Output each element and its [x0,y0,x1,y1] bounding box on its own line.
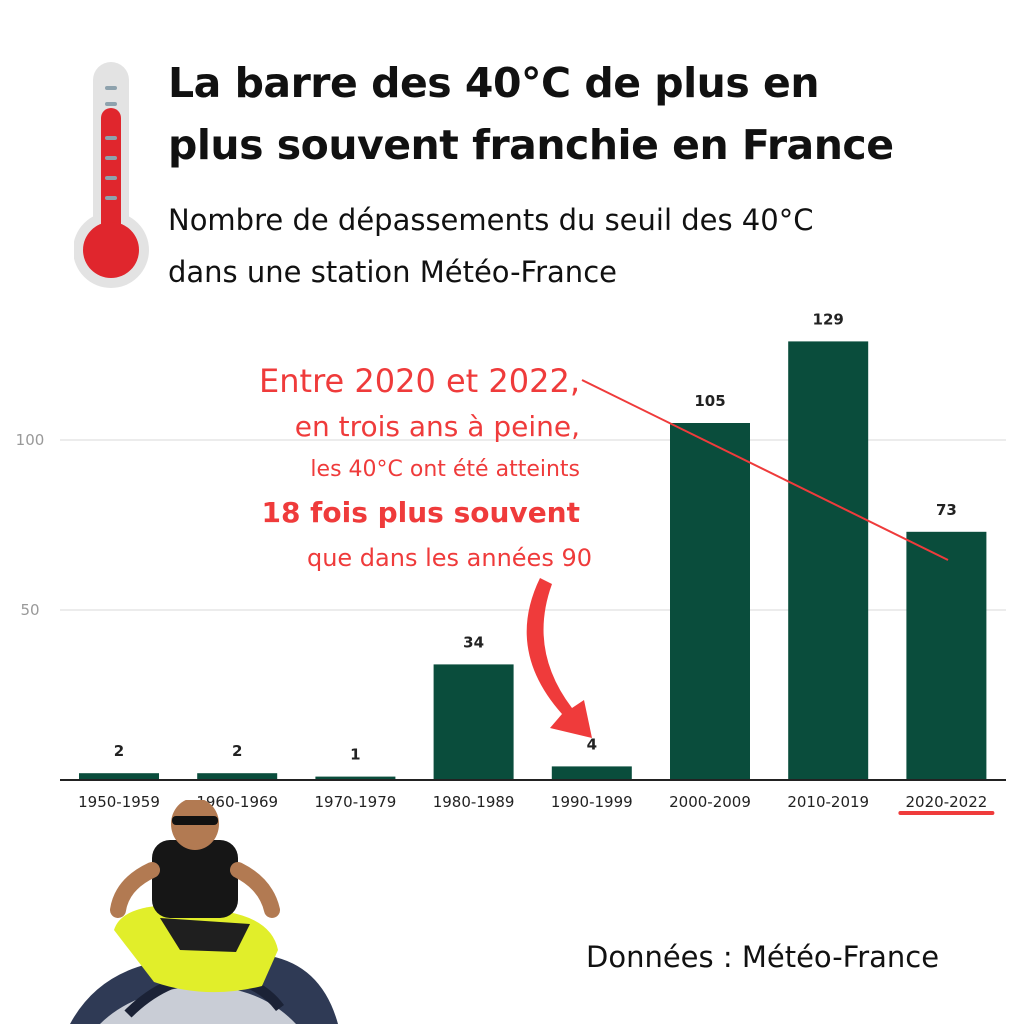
x-tick-label: 1950-1959 [78,793,160,811]
data-label: 34 [463,633,484,651]
y-tick-label: 50 [20,601,39,619]
data-label: 129 [813,310,844,328]
data-label: 73 [936,501,957,519]
data-source: Données : Météo-France [586,940,940,974]
data-label: 1 [350,746,360,764]
annotation-arrow-icon [526,578,592,738]
bar [906,531,987,780]
annotation-connector-line [581,379,949,561]
bar [79,773,159,780]
x-tick-label: 1980-1989 [433,793,515,811]
title-line-1: La barre des 40°C de plus en [168,59,820,107]
chart-title: La barre des 40°C de plus en plus souven… [168,52,998,176]
x-tick-label: 2000-2009 [669,793,751,811]
thermometer-icon [74,62,149,288]
x-tick-label: 1960-1969 [196,793,278,811]
data-label: 2 [232,742,242,760]
data-label: 4 [587,735,597,753]
bar [197,773,278,780]
bar [551,766,632,780]
chart-subtitle: Nombre de dépassements du seuil des 40°C… [168,194,998,298]
x-tick-label: 2010-2019 [787,793,869,811]
bar [433,664,514,780]
x-tick-label: 1970-1979 [315,793,397,811]
bar [788,341,869,780]
annotation-line-3: les 40°C ont été atteints [310,457,580,482]
subtitle-line-2: dans une station Météo-France [168,255,617,289]
bar [670,423,750,780]
annotation-line-1: Entre 2020 et 2022, [259,362,580,400]
annotation-line-4: 18 fois plus souvent [261,496,580,529]
title-line-2: plus souvent franchie en France [168,121,894,169]
jet-ski-rider-image [70,800,338,1024]
x-tick-label: 2020-2022 [906,793,988,811]
x-tick-label: 1990-1999 [551,793,633,811]
data-label: 2 [114,742,124,760]
data-label: 105 [694,392,725,410]
bar-chart: 50 100 2 1950-1959 2 1960-1969 1 1970-1979 34 198… [16,310,1006,815]
bar [315,776,396,780]
annotation-line-5: que dans les années 90 [307,544,592,572]
annotation-line-2: en trois ans à peine, [295,410,580,443]
subtitle-line-1: Nombre de dépassements du seuil des 40°C [168,203,814,237]
y-tick-label: 100 [16,431,45,449]
